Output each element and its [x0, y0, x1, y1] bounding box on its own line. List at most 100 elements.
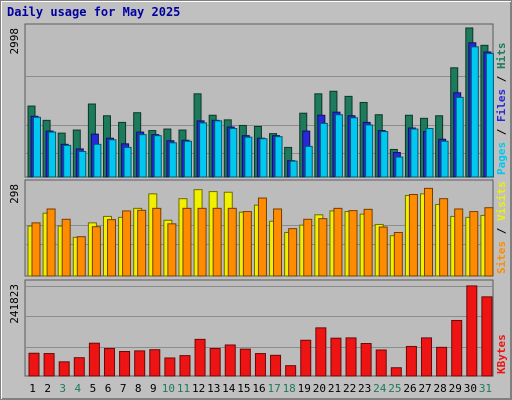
- bar-pages-day-20: [319, 122, 328, 178]
- bar-pages-day-13: [214, 120, 223, 178]
- bar-pages-day-31: [485, 52, 494, 178]
- bar-kbytes-day-31: [481, 296, 493, 377]
- bar-pages-day-6: [108, 139, 117, 178]
- bar-pages-day-28: [440, 140, 449, 178]
- legend-kbytes: KBytes: [495, 334, 508, 374]
- bar-sites-day-9: [152, 207, 162, 277]
- chart-title: Daily usage for May 2025: [7, 5, 181, 19]
- bar-pages-day-17: [274, 136, 283, 178]
- bar-sites-day-29: [454, 208, 464, 277]
- bar-kbytes-day-24: [375, 349, 387, 377]
- bar-pages-day-15: [244, 136, 253, 178]
- series-labels-1: Pages / Files / Hits: [495, 43, 508, 176]
- x-tick-day-27: 27: [418, 382, 431, 395]
- x-tick-day-25: 25: [388, 382, 401, 395]
- bar-sites-day-10: [167, 223, 177, 277]
- bar-sites-day-20: [318, 218, 328, 277]
- bar-kbytes-day-13: [209, 348, 221, 377]
- bar-sites-day-25: [393, 232, 403, 277]
- bar-kbytes-day-29: [451, 319, 463, 377]
- bar-kbytes-day-20: [315, 327, 327, 377]
- bar-kbytes-day-25: [390, 367, 402, 377]
- x-tick-day-31: 31: [479, 382, 492, 395]
- bar-pages-day-2: [48, 131, 57, 178]
- bar-kbytes-day-9: [149, 349, 161, 377]
- bar-pages-day-30: [470, 46, 479, 178]
- legend-files: Files: [495, 89, 508, 122]
- bar-kbytes-day-1: [28, 352, 40, 377]
- bar-pages-day-23: [365, 124, 374, 178]
- bar-kbytes-day-23: [360, 343, 372, 377]
- bar-pages-day-22: [350, 117, 359, 178]
- x-tick-day-16: 16: [252, 382, 265, 395]
- x-tick-day-4: 4: [75, 382, 82, 395]
- bar-pages-day-18: [289, 160, 298, 178]
- ymax-label-3: 241823: [8, 284, 21, 324]
- x-tick-day-18: 18: [283, 382, 296, 395]
- bar-pages-day-8: [138, 134, 147, 178]
- bar-kbytes-day-4: [73, 357, 85, 377]
- x-tick-day-21: 21: [328, 382, 341, 395]
- legend-pages: Pages: [495, 142, 508, 175]
- bar-sites-day-23: [363, 208, 373, 277]
- bar-kbytes-day-26: [405, 345, 417, 377]
- bar-kbytes-day-5: [88, 342, 100, 377]
- bar-sites-day-8: [137, 209, 147, 277]
- bar-sites-day-1: [31, 222, 41, 277]
- ymax-label-2: 298: [8, 184, 21, 204]
- bar-pages-day-29: [455, 96, 464, 178]
- x-tick-day-24: 24: [373, 382, 387, 395]
- bar-kbytes-day-3: [58, 361, 70, 377]
- label-separator: /: [495, 221, 508, 241]
- bar-kbytes-day-14: [224, 344, 236, 377]
- bar-pages-day-25: [395, 156, 404, 178]
- bar-kbytes-day-22: [345, 337, 357, 377]
- label-separator: /: [495, 69, 508, 89]
- x-tick-day-12: 12: [192, 382, 205, 395]
- x-tick-day-29: 29: [449, 382, 462, 395]
- x-tick-day-9: 9: [150, 382, 157, 395]
- legend-sites: Sites: [495, 241, 508, 274]
- bar-sites-day-12: [197, 207, 207, 277]
- bar-pages-day-4: [78, 150, 87, 178]
- bar-sites-day-26: [408, 193, 418, 277]
- bar-kbytes-day-7: [119, 350, 131, 377]
- x-tick-day-23: 23: [358, 382, 371, 395]
- bar-pages-day-27: [425, 128, 434, 178]
- series-labels-3: KBytes: [495, 334, 508, 374]
- series-labels-2: Sites / Visits: [495, 181, 508, 274]
- x-tick-day-15: 15: [237, 382, 250, 395]
- bar-sites-day-5: [91, 226, 101, 277]
- bar-kbytes-day-28: [436, 346, 448, 377]
- bar-pages-day-19: [304, 145, 313, 178]
- bar-kbytes-day-21: [330, 337, 342, 377]
- bar-kbytes-day-18: [285, 365, 297, 377]
- bar-pages-day-7: [123, 146, 132, 178]
- bar-kbytes-day-19: [300, 339, 312, 377]
- bar-kbytes-day-30: [466, 285, 478, 377]
- bar-pages-day-16: [259, 138, 268, 178]
- bar-kbytes-day-15: [239, 348, 251, 377]
- bar-sites-day-2: [46, 208, 56, 277]
- x-tick-day-14: 14: [222, 382, 236, 395]
- bar-sites-day-18: [288, 228, 298, 277]
- ymax-label-1: 2998: [8, 28, 21, 55]
- bar-sites-day-17: [273, 208, 283, 277]
- bar-kbytes-day-10: [164, 357, 176, 377]
- x-tick-day-3: 3: [59, 382, 66, 395]
- bar-sites-day-3: [61, 218, 71, 277]
- bar-sites-day-21: [333, 207, 343, 277]
- bar-sites-day-30: [469, 211, 479, 277]
- bar-kbytes-day-11: [179, 355, 191, 377]
- bar-kbytes-day-12: [194, 338, 206, 377]
- x-tick-day-20: 20: [313, 382, 326, 395]
- bar-kbytes-day-6: [103, 348, 115, 377]
- bar-pages-day-24: [380, 131, 389, 178]
- x-tick-day-19: 19: [298, 382, 311, 395]
- legend-visits: Visits: [495, 181, 508, 221]
- x-tick-day-26: 26: [403, 382, 416, 395]
- bar-pages-day-14: [229, 128, 238, 178]
- x-tick-day-7: 7: [120, 382, 127, 395]
- bar-sites-day-27: [424, 187, 434, 277]
